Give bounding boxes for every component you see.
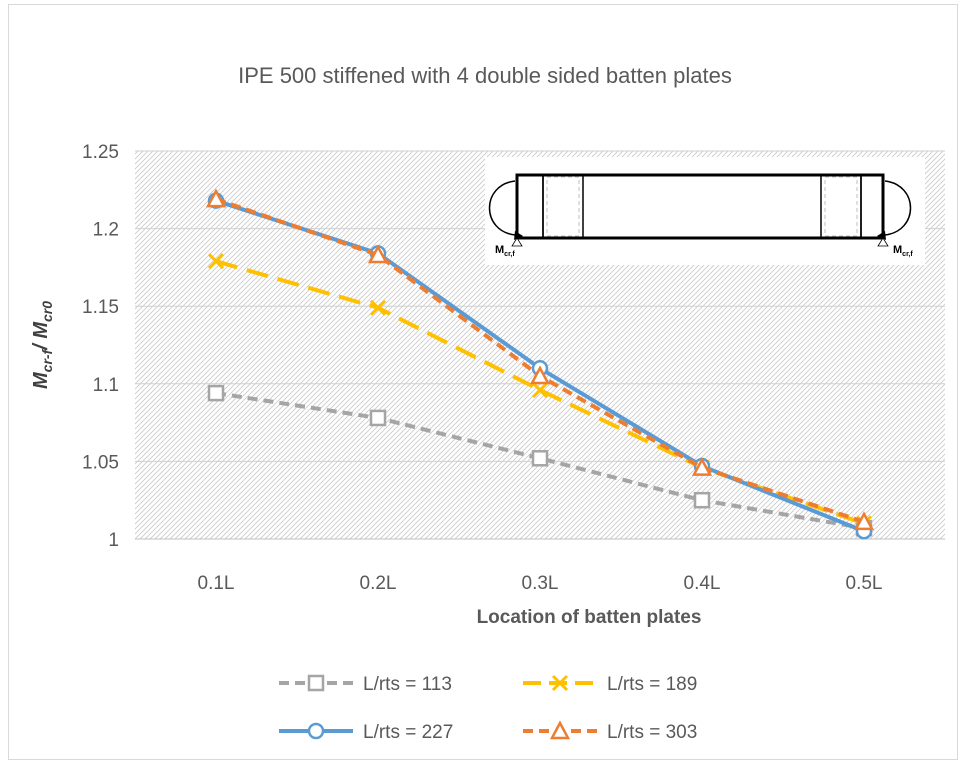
- y-tick-label: 1.25: [82, 142, 119, 163]
- support-left: [511, 237, 523, 247]
- batten-plate-left: [542, 174, 584, 239]
- y-axis-label-sub2: cr0: [39, 301, 55, 322]
- inset-label-right-main: M: [893, 244, 902, 256]
- moment-arrow-right: [884, 180, 912, 236]
- data-point-triangle: [367, 244, 389, 264]
- x-tick-label: 0.3L: [522, 573, 559, 594]
- y-axis-label-main: M: [30, 371, 52, 389]
- x-tick-label: 0.5L: [846, 573, 883, 594]
- legend: L/rts = 113 L/rts = 189 L/rts = 227 L/rts =…: [279, 674, 697, 743]
- chart-title: IPE 500 stiffened with 4 double sided ba…: [238, 63, 732, 88]
- chart-frame: IPE 500 stiffened with 4 double sided ba…: [8, 4, 958, 760]
- inset-background: [485, 157, 925, 265]
- chart-svg: IPE 500 stiffened with 4 double sided ba…: [30, 63, 945, 743]
- y-tick-label: 1.15: [82, 297, 119, 318]
- legend-label: L/rts = 227: [363, 722, 453, 743]
- x-axis-label: Location of batten plates: [477, 607, 702, 628]
- legend-label: L/rts = 189: [607, 674, 697, 695]
- data-point-x: [531, 381, 549, 399]
- data-point-triangle: [549, 720, 571, 740]
- moment-arrowhead-right: [877, 231, 886, 240]
- batten-plate-left-hidden: [546, 176, 580, 237]
- beam-outline: [515, 173, 885, 240]
- data-point-triangle: [853, 511, 875, 531]
- legend-entry: L/rts = 227: [279, 722, 453, 743]
- x-tick-label: 0.2L: [360, 573, 397, 594]
- series-line: [215, 391, 865, 531]
- series-4: [205, 188, 875, 531]
- data-point-x: [551, 674, 569, 692]
- data-point-square: [531, 450, 549, 467]
- moment-arrow-left: [488, 180, 516, 236]
- y-tick-label: 1.2: [93, 220, 119, 241]
- legend-entry: L/rts = 189: [523, 674, 697, 695]
- y-tick-label: 1: [108, 530, 119, 551]
- inset-label-left: Mcr,f: [495, 244, 515, 258]
- legend-entry: L/rts = 113: [279, 674, 452, 695]
- data-point-circle: [307, 722, 325, 740]
- series-layer: [205, 188, 875, 540]
- inset-label-left-main: M: [495, 244, 504, 256]
- y-axis-label-sub1: cr-f: [39, 348, 55, 372]
- legend-label: L/rts = 113: [363, 674, 452, 695]
- y-tick-label: 1.05: [82, 452, 119, 473]
- data-point-triangle: [205, 188, 227, 208]
- data-point-square: [307, 674, 325, 692]
- y-tick-label: 1.1: [93, 375, 119, 396]
- inset-label-right: Mcr,f: [893, 244, 913, 258]
- inset-label-right-sub: cr,f: [902, 251, 913, 258]
- beam-inset: Mcr,f Mcr,f: [485, 157, 925, 265]
- batten-plate-right-hidden: [824, 176, 858, 237]
- legend-entry: L/rts = 303: [523, 720, 697, 743]
- y-axis-ticks: 1 1.05 1.1 1.15 1.2 1.25: [82, 142, 119, 551]
- y-axis-label: Mcr-f/ Mcr0: [30, 301, 55, 389]
- data-point-x: [207, 253, 225, 270]
- x-tick-label: 0.1L: [198, 573, 235, 594]
- support-right: [877, 237, 889, 247]
- data-point-x: [369, 299, 387, 316]
- moment-arrowhead-left: [514, 231, 523, 240]
- x-axis-ticks: 0.1L 0.2L 0.3L 0.4L 0.5L: [198, 573, 883, 594]
- x-tick-label: 0.4L: [684, 573, 721, 594]
- data-point-square: [207, 384, 225, 402]
- data-point-square: [369, 409, 387, 427]
- legend-label: L/rts = 303: [607, 722, 697, 743]
- data-point-square: [693, 491, 711, 509]
- data-point-triangle: [691, 456, 713, 476]
- inset-label-left-sub: cr,f: [504, 251, 515, 258]
- data-point-triangle: [529, 365, 551, 385]
- y-axis-label-sep: / M: [30, 321, 52, 351]
